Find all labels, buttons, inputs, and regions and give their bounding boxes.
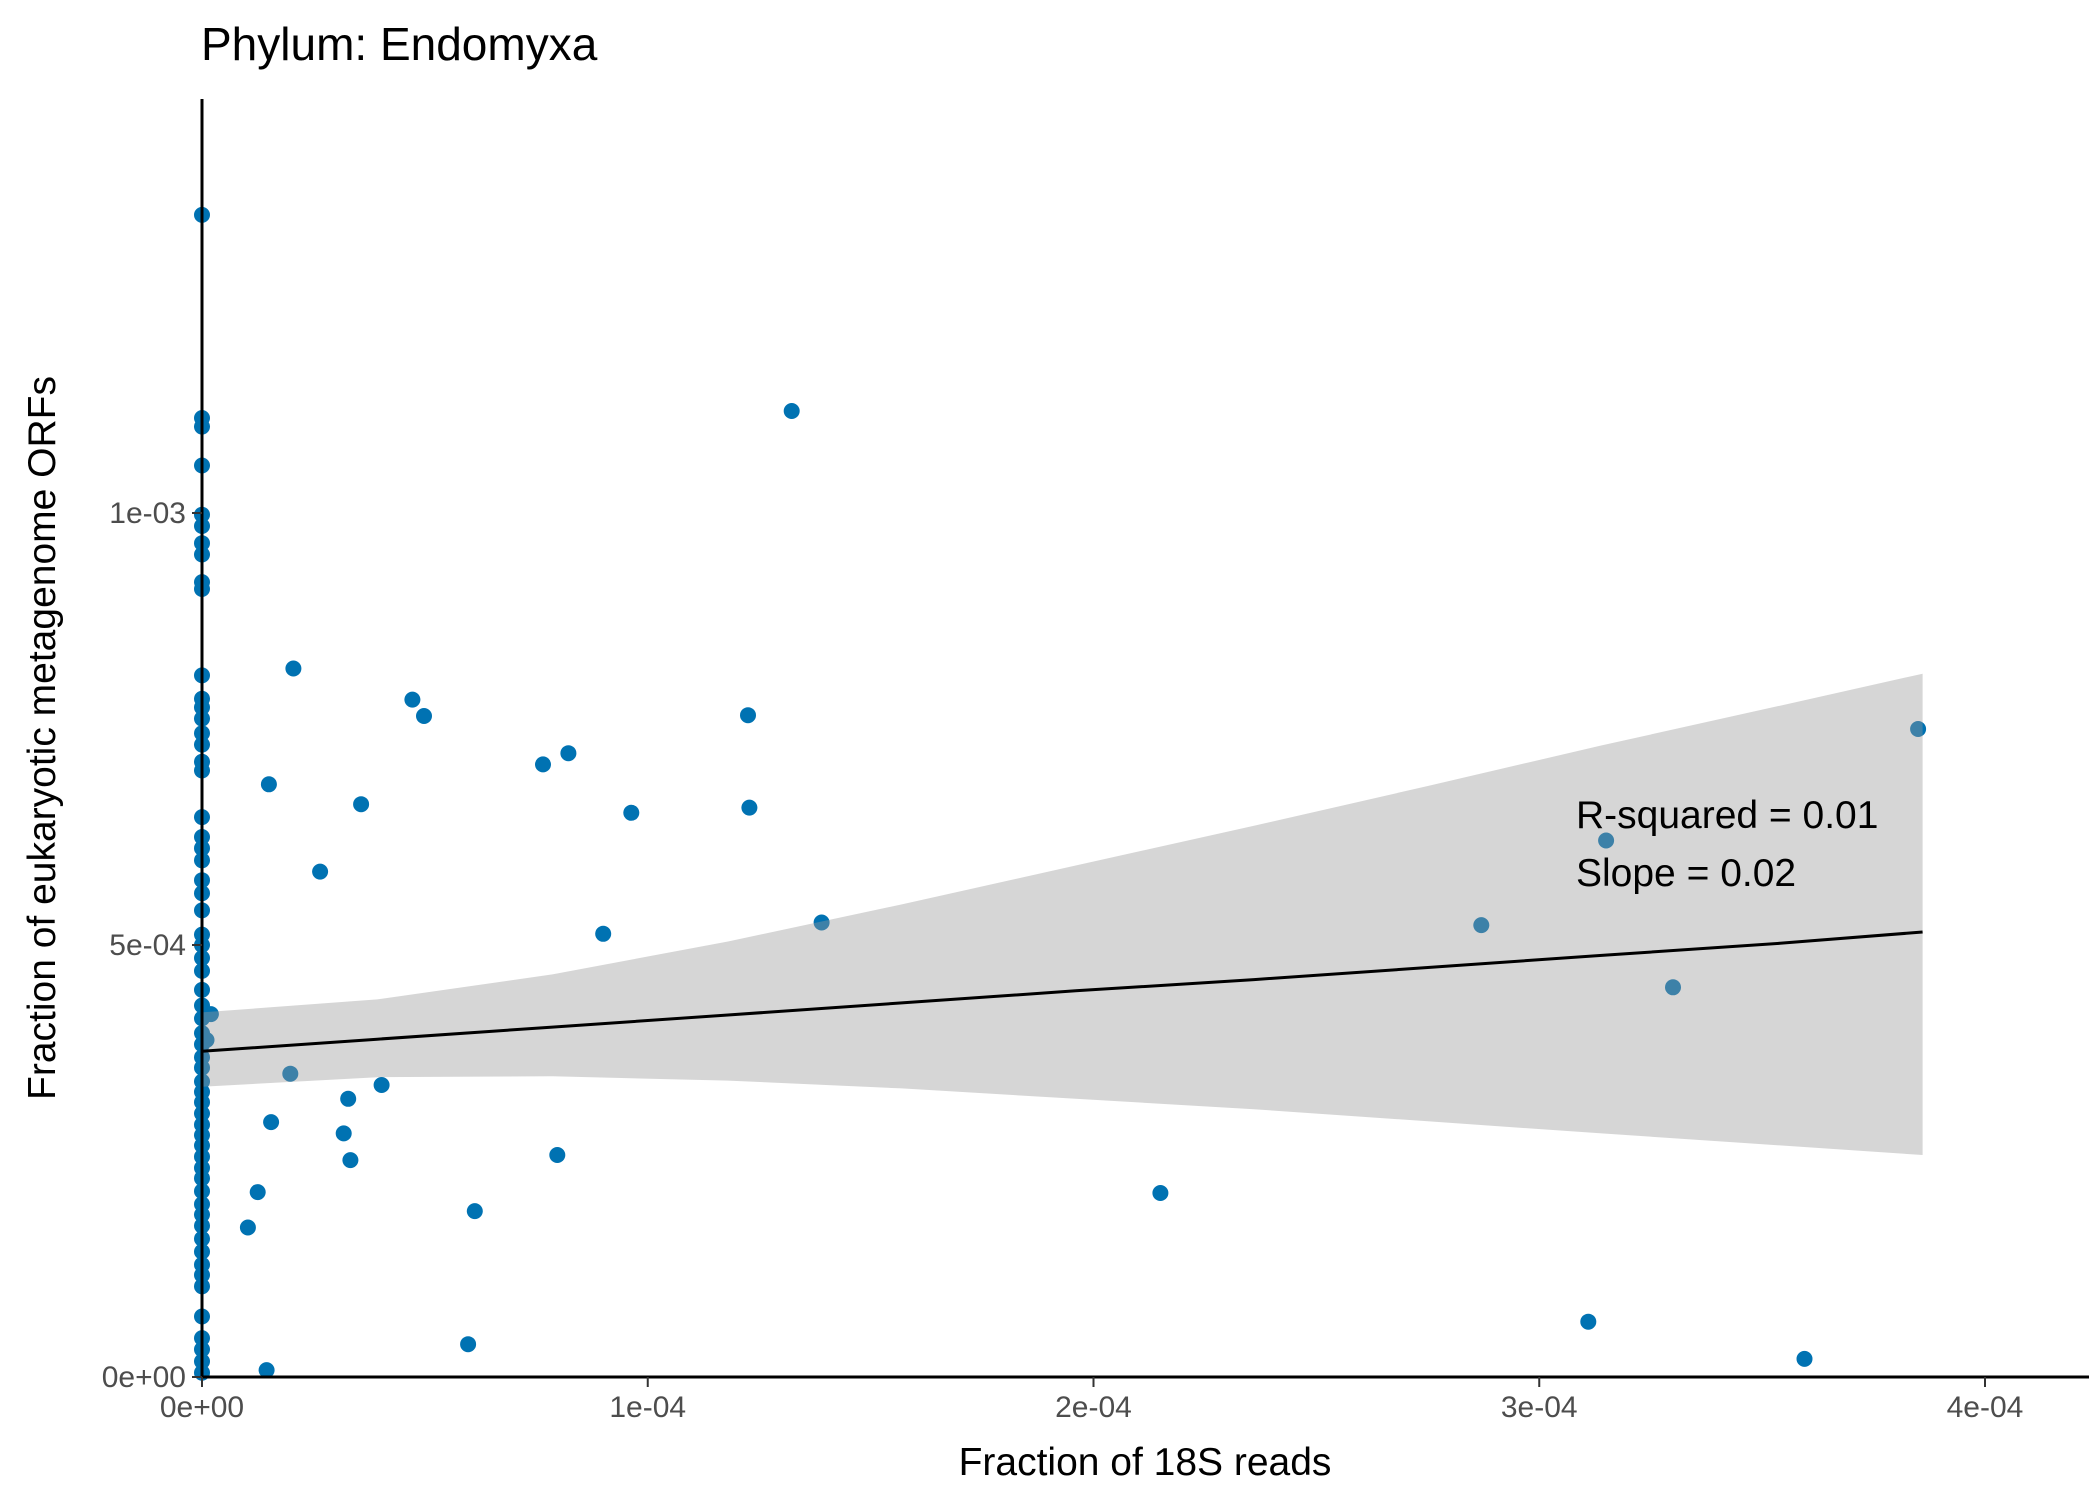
data-point <box>263 1114 280 1131</box>
data-point <box>549 1147 566 1163</box>
data-point <box>239 1219 256 1236</box>
data-point <box>335 1125 352 1142</box>
x-tick-label: 2e-04 <box>1055 1391 1132 1424</box>
data-point <box>342 1152 359 1169</box>
data-point <box>1665 979 1681 996</box>
data-point <box>560 745 577 762</box>
data-point <box>1796 1350 1813 1367</box>
confidence-band <box>202 673 1923 1155</box>
data-point <box>373 1077 390 1093</box>
data-point <box>285 660 302 677</box>
y-tick-label: 1e-03 <box>109 497 186 530</box>
data-point <box>202 1006 219 1023</box>
x-tick-label: 3e-04 <box>1501 1391 1578 1424</box>
x-axis-title: Fraction of 18S reads <box>959 1441 1332 1484</box>
data-point <box>623 804 640 821</box>
data-point <box>1598 832 1615 849</box>
data-point <box>258 1362 275 1379</box>
x-axis-ticks: 0e+00 1e-04 2e-04 3e-04 4e-04 <box>160 1377 2024 1424</box>
y-axis-title: Fraction of eukaryotic metagenome ORFs <box>21 376 64 1100</box>
y-axis-ticks: 0e+00 5e-04 1e-03 <box>102 497 202 1394</box>
slope-annotation: Slope = 0.02 <box>1576 852 1796 895</box>
data-point <box>741 799 758 816</box>
data-point <box>466 1203 483 1220</box>
x-tick-label: 0e+00 <box>160 1391 244 1424</box>
data-point <box>1580 1313 1597 1330</box>
data-point <box>404 691 421 708</box>
data-point <box>535 756 551 773</box>
data-point <box>460 1336 477 1353</box>
data-point <box>282 1065 299 1082</box>
data-point <box>249 1184 266 1201</box>
y-tick-label: 0e+00 <box>102 1361 186 1394</box>
data-point <box>595 925 612 942</box>
regression-line <box>201 930 1923 1053</box>
r-squared-annotation: R-squared = 0.01 <box>1576 794 1878 837</box>
x-tick-label: 4e-04 <box>1947 1391 2024 1424</box>
data-point <box>1152 1185 1169 1201</box>
chart-title: Phylum: Endomyxa <box>201 18 598 70</box>
data-point <box>783 403 800 419</box>
plot-area <box>194 206 1927 1381</box>
data-point <box>813 914 830 931</box>
data-point <box>1910 721 1927 737</box>
x-tick-label: 1e-04 <box>609 1391 686 1424</box>
y-tick-label: 5e-04 <box>109 929 186 962</box>
data-point <box>353 796 370 813</box>
data-point <box>312 863 329 880</box>
data-point <box>1473 917 1490 934</box>
data-point <box>340 1090 357 1107</box>
data-point <box>740 707 756 724</box>
data-point <box>416 708 432 724</box>
data-point <box>260 776 277 793</box>
